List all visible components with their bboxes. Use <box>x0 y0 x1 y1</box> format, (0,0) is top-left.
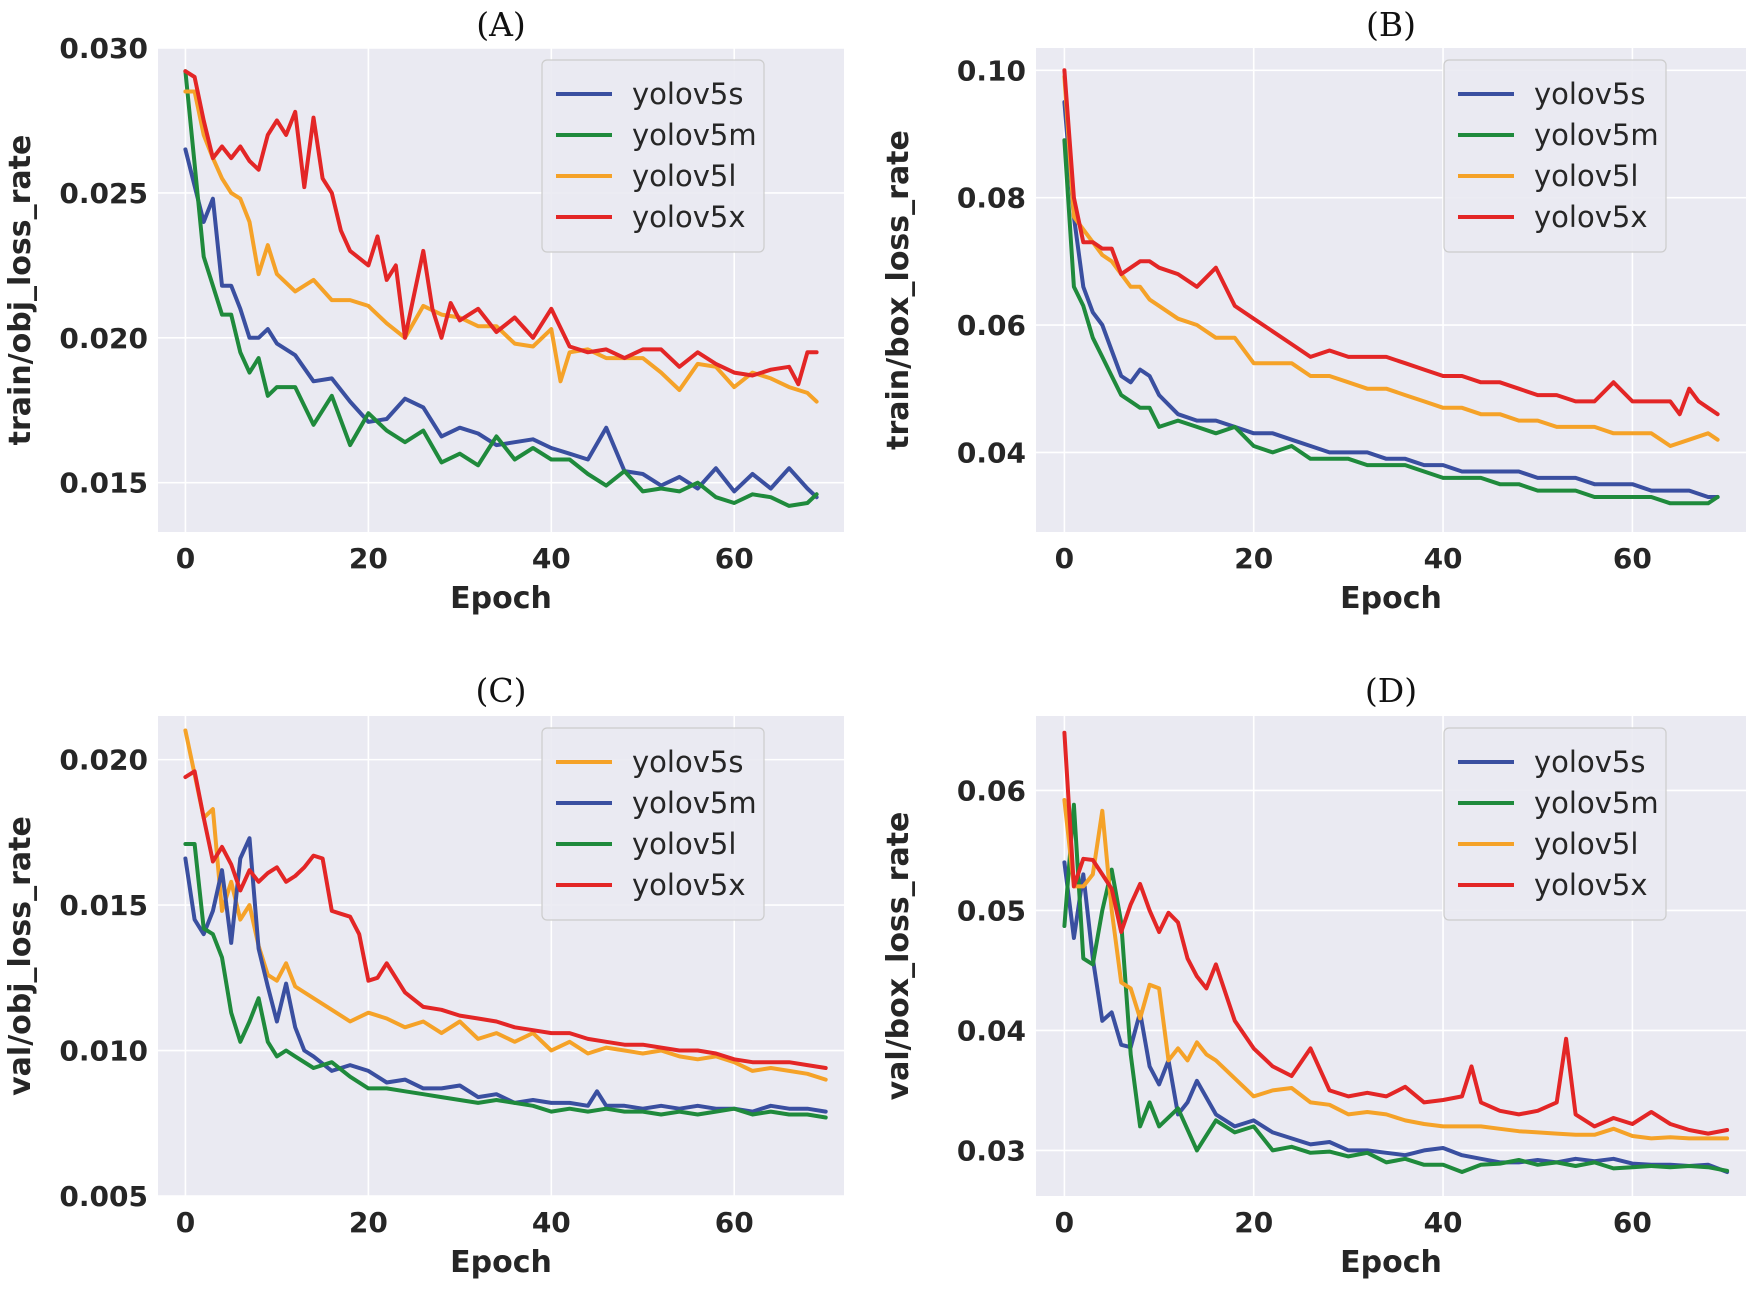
legend-entry: yolov5m <box>1534 118 1659 152</box>
series-group-b <box>1062 68 1720 506</box>
series-line-yolov5s <box>1062 100 1720 499</box>
series-line-yolov5l <box>1062 798 1730 1141</box>
series-line-yolov5m <box>1062 138 1720 506</box>
x-tick-label: 20 <box>349 1206 388 1239</box>
y-axis-label-c: val/obj_loss_rate <box>3 816 38 1096</box>
legend-box <box>541 727 765 921</box>
legend-box <box>541 59 765 253</box>
panel-b: (B) 0 20 40 60 0.04 0.06 0.08 0.10 Epoch train/box… <box>881 5 1746 616</box>
legend-d: yolov5s yolov5m yolov5l yolov5x <box>1443 727 1667 921</box>
y-axis-label-d: val/box_loss_rate <box>881 812 916 1101</box>
y-tick-label: 0.020 <box>59 322 148 355</box>
x-tick-label: 60 <box>715 542 754 575</box>
series-line-yolov5s <box>183 147 819 500</box>
legend-entry: yolov5l <box>1534 827 1638 861</box>
panel-c: (C) 0 20 40 60 0.005 0.010 0.015 0.020 Epoch val/o… <box>3 671 844 1280</box>
series-line-yolov5l <box>183 842 828 1120</box>
panel-d: (D) 0 20 40 60 0.03 0.04 0.05 0.06 Epoch val/box_l… <box>881 671 1746 1280</box>
y-axis-label-b: train/box_loss_rate <box>881 130 916 450</box>
x-tick-label: 40 <box>532 542 571 575</box>
series-group-c <box>183 728 828 1120</box>
legend-entry: yolov5l <box>632 827 736 861</box>
y-axis-label-a: train/obj_loss_rate <box>3 135 38 446</box>
x-axis-label-b: Epoch <box>1340 581 1442 616</box>
x-tick-label: 40 <box>1424 542 1463 575</box>
x-tick-label: 0 <box>1055 542 1074 575</box>
y-tick-label: 0.04 <box>957 1014 1026 1047</box>
legend-entry: yolov5s <box>1534 77 1645 111</box>
y-tick-label: 0.010 <box>59 1035 148 1068</box>
y-tick-label: 0.030 <box>59 32 148 65</box>
panel-title-c: (C) <box>476 671 527 710</box>
y-tick-label: 0.015 <box>59 889 148 922</box>
x-axis-label-d: Epoch <box>1340 1245 1442 1280</box>
legend-entry: yolov5s <box>1534 745 1645 779</box>
y-tick-label: 0.025 <box>59 177 148 210</box>
legend-a: yolov5s yolov5m yolov5l yolov5x <box>541 59 765 253</box>
x-axis-label-c: Epoch <box>450 1245 552 1280</box>
x-tick-label: 0 <box>176 542 195 575</box>
y-tick-label: 0.04 <box>957 436 1026 469</box>
panel-a: (A) 0 20 40 60 0.015 0.020 0.025 0.030 Epoch train… <box>3 5 844 616</box>
x-tick-label: 20 <box>1234 1206 1273 1239</box>
series-line-yolov5l <box>183 89 819 404</box>
y-tick-label: 0.06 <box>957 309 1026 342</box>
x-axis-label-a: Epoch <box>450 581 552 616</box>
legend-entry: yolov5x <box>632 200 745 234</box>
series-line-yolov5x <box>1062 730 1730 1136</box>
y-tick-label: 0.015 <box>59 467 148 500</box>
legend-entry: yolov5x <box>632 868 745 902</box>
x-tick-label: 20 <box>349 542 388 575</box>
y-tick-label: 0.08 <box>957 182 1026 215</box>
legend-entry: yolov5x <box>1534 200 1647 234</box>
x-tick-label: 40 <box>1424 1206 1463 1239</box>
series-line-yolov5x <box>1062 68 1720 417</box>
panel-title-d: (D) <box>1365 671 1417 710</box>
y-tick-label: 0.10 <box>957 54 1026 87</box>
x-tick-label: 60 <box>715 1206 754 1239</box>
x-tick-label: 0 <box>176 1206 195 1239</box>
series-line-yolov5m <box>183 836 828 1114</box>
legend-entry: yolov5l <box>1534 159 1638 193</box>
x-tick-label: 0 <box>1055 1206 1074 1239</box>
y-tick-label: 0.06 <box>957 774 1026 807</box>
legend-entry: yolov5m <box>632 118 757 152</box>
series-line-yolov5l <box>1062 74 1720 448</box>
x-tick-label: 60 <box>1613 1206 1652 1239</box>
legend-box <box>1443 59 1667 253</box>
series-line-yolov5m <box>183 69 819 508</box>
legend-c: yolov5s yolov5m yolov5l yolov5x <box>541 727 765 921</box>
legend-entry: yolov5s <box>632 745 743 779</box>
series-line-yolov5x <box>183 769 828 1070</box>
legend-entry: yolov5s <box>632 77 743 111</box>
y-tick-label: 0.05 <box>957 894 1026 927</box>
legend-entry: yolov5m <box>1534 786 1659 820</box>
y-tick-label: 0.005 <box>59 1180 148 1213</box>
legend-entry: yolov5x <box>1534 868 1647 902</box>
legend-b: yolov5s yolov5m yolov5l yolov5x <box>1443 59 1667 253</box>
y-tick-label: 0.020 <box>59 744 148 777</box>
legend-box <box>1443 727 1667 921</box>
x-tick-label: 20 <box>1234 542 1273 575</box>
panel-title-a: (A) <box>476 5 526 44</box>
y-tick-label: 0.03 <box>957 1134 1026 1167</box>
series-line-yolov5s <box>183 728 828 1082</box>
legend-entry: yolov5m <box>632 786 757 820</box>
panel-title-b: (B) <box>1366 5 1416 44</box>
series-group-a <box>183 69 819 508</box>
series-group-d <box>1062 730 1730 1174</box>
x-tick-label: 60 <box>1613 542 1652 575</box>
series-line-yolov5x <box>183 69 819 387</box>
legend-entry: yolov5l <box>632 159 736 193</box>
series-line-yolov5m <box>1062 802 1730 1174</box>
x-tick-label: 40 <box>532 1206 571 1239</box>
